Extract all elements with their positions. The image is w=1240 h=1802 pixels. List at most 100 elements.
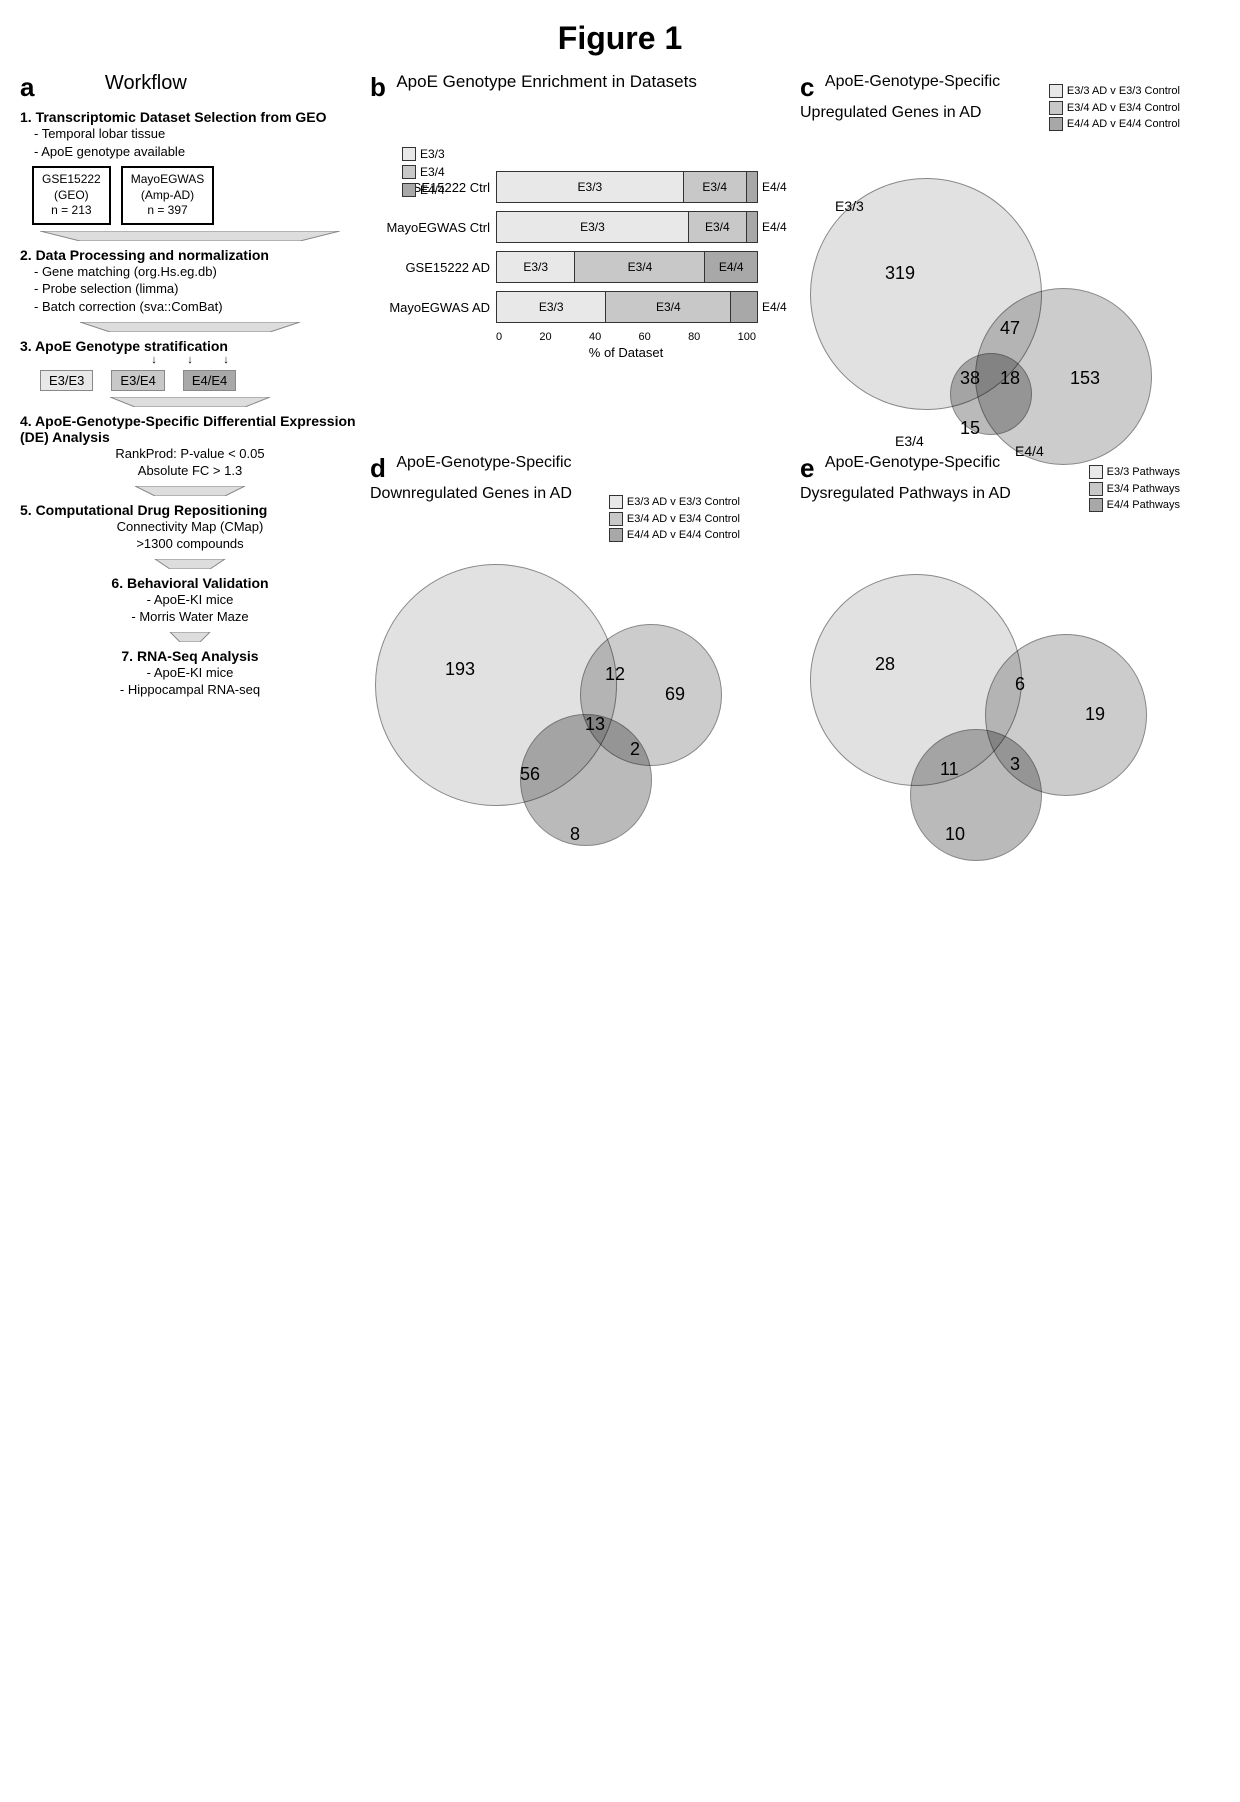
wf-step-3: 3. ApoE Genotype stratification ↓ ↓ ↓ E3… [20,338,360,391]
bar-track: E3/3E3/4E4/4 [496,251,758,283]
bar-row: MayoEGWAS CtrlE3/3E3/4 E4/4 [370,211,787,243]
panel-e-t2: Dysregulated Pathways in AD [800,485,1011,502]
bar-seg: E3/3 [497,252,575,282]
geno-e44: E4/E4 [183,370,236,391]
wf-step4-s2: Absolute FC > 1.3 [20,462,360,480]
panel-e-t1: ApoE-Genotype-Specific [825,454,1000,471]
venn-value: 56 [520,764,540,785]
bar-note: E4/4 [762,220,787,234]
venn-value: 153 [1070,368,1100,389]
wf-step7-title: 7. RNA-Seq Analysis [20,648,360,664]
panel-b-title: ApoE Genotype Enrichment in Datasets [396,72,697,92]
bar-tick: 0 [496,331,502,343]
venn-value: 193 [445,659,475,680]
legc-3: E4/4 AD v E4/4 Control [1067,116,1180,133]
wf-step1-sub2: - ApoE genotype available [34,143,360,161]
legd-2: E3/4 AD v E3/4 Control [627,511,740,528]
wf-box2-l3: n = 397 [131,203,205,219]
legc-1: E3/3 AD v E3/3 Control [1067,83,1180,100]
legc-sw3 [1049,117,1063,131]
wf-step5-s2: >1300 compounds [20,535,360,553]
bar-tick: 100 [738,331,756,343]
wf-step2-s3: - Batch correction (sva::ComBat) [34,298,360,316]
wf-step7-s1: - ApoE-KI mice [20,664,360,682]
venn-set-label: E4/4 [1015,443,1044,459]
wf-box2-l1: MayoEGWAS [131,172,205,188]
venn-value: 38 [960,368,980,389]
lege-1: E3/3 Pathways [1107,464,1180,481]
wf-step1-title: 1. Transcriptomic Dataset Selection from… [20,109,360,125]
trap-5 [40,559,340,569]
trap-6 [40,632,340,642]
wf-step-2: 2. Data Processing and normalization - G… [20,247,360,316]
venn-value: 12 [605,664,625,685]
bar-seg: E3/3 [497,212,689,242]
wf-box-mayo: MayoEGWAS (Amp-AD) n = 397 [121,166,215,225]
bar-note: E4/4 [762,180,787,194]
bar-seg: E3/4 [689,212,747,242]
trap-1 [40,231,340,241]
bar-note: E4/4 [762,300,787,314]
bar-seg: E3/4 [684,172,747,202]
wf-step-7: 7. RNA-Seq Analysis - ApoE-KI mice - Hip… [20,648,360,699]
panel-a-title: Workflow [105,72,187,95]
bar-tick: 20 [539,331,551,343]
legend-sw-e44 [402,183,416,197]
panel-c-t2: Upregulated Genes in AD [800,104,981,121]
venn-value: 13 [585,714,605,735]
legd-3: E4/4 AD v E4/4 Control [627,527,740,544]
wf-step6-s1: - ApoE-KI mice [20,591,360,609]
venn-value: 47 [1000,318,1020,339]
lege-sw3 [1089,498,1103,512]
geno-e33: E3/E3 [40,370,93,391]
legc-2: E3/4 AD v E3/4 Control [1067,100,1180,117]
wf-box-gse: GSE15222 (GEO) n = 213 [32,166,111,225]
bar-track: E3/3E3/4 [496,211,758,243]
venn-circle [910,729,1042,861]
venn-value: 28 [875,654,895,675]
wf-step2-s2: - Probe selection (limma) [34,280,360,298]
figure-grid: a Workflow 1. Transcriptomic Dataset Sel… [20,72,1220,824]
panel-e: e ApoE-Genotype-Specific Dysregulated Pa… [800,453,1230,824]
bar-row-label: MayoEGWAS Ctrl [370,220,496,235]
bar-row: GSE15222 ADE3/3E3/4E4/4 [370,251,787,283]
legend-sw-e34 [402,165,416,179]
venn-set-label: E3/4 [895,433,924,449]
venn-value: 8 [570,824,580,845]
panel-e-label: e [800,453,814,484]
legd-1: E3/3 AD v E3/3 Control [627,494,740,511]
panel-d-t2: Downregulated Genes in AD [370,485,572,502]
bar-seg: E3/4 [606,292,731,322]
lege-2: E3/4 Pathways [1107,481,1180,498]
trap-4 [40,486,340,496]
venn-value: 69 [665,684,685,705]
wf-step1-sub1: - Temporal lobar tissue [34,125,360,143]
figure-title: Figure 1 [20,20,1220,57]
bar-seg [731,292,757,322]
wf-step-4: 4. ApoE-Genotype-Specific Differential E… [20,413,360,480]
bar-tick: 80 [688,331,700,343]
bar-row: MayoEGWAS ADE3/3E3/4 E4/4 [370,291,787,323]
panel-d-label: d [370,453,386,484]
wf-step5-s1: Connectivity Map (CMap) [20,518,360,536]
legc-sw1 [1049,84,1063,98]
venn-e: E3/3 Pathways E3/4 Pathways E4/4 Pathway… [800,504,1180,824]
venn-value: 6 [1015,674,1025,695]
trap-2 [40,322,340,332]
bar-row-label: GSE15222 AD [370,260,496,275]
panel-c: c ApoE-Genotype-Specific Upregulated Gen… [800,72,1230,443]
bar-seg [747,212,757,242]
wf-step4-title: 4. ApoE-Genotype-Specific Differential E… [20,413,360,445]
venn-d: E3/3 AD v E3/3 Control E3/4 AD v E3/4 Co… [370,504,750,824]
panel-b: b ApoE Genotype Enrichment in Datasets G… [370,72,790,443]
bar-tick: 60 [639,331,651,343]
venn-value: 11 [940,759,959,780]
lege-sw2 [1089,482,1103,496]
bar-track: E3/3E3/4 [496,291,758,323]
wf-box1-l3: n = 213 [42,203,101,219]
legend-sw-e33 [402,147,416,161]
wf-box1-l1: GSE15222 [42,172,101,188]
wf-step2-title: 2. Data Processing and normalization [20,247,360,263]
wf-box2-l2: (Amp-AD) [131,188,205,204]
panel-d-t1: ApoE-Genotype-Specific [396,454,571,471]
